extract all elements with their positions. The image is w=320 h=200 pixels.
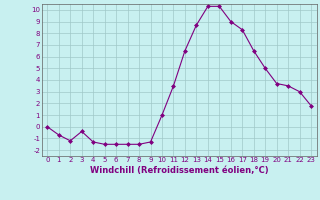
X-axis label: Windchill (Refroidissement éolien,°C): Windchill (Refroidissement éolien,°C) — [90, 166, 268, 175]
